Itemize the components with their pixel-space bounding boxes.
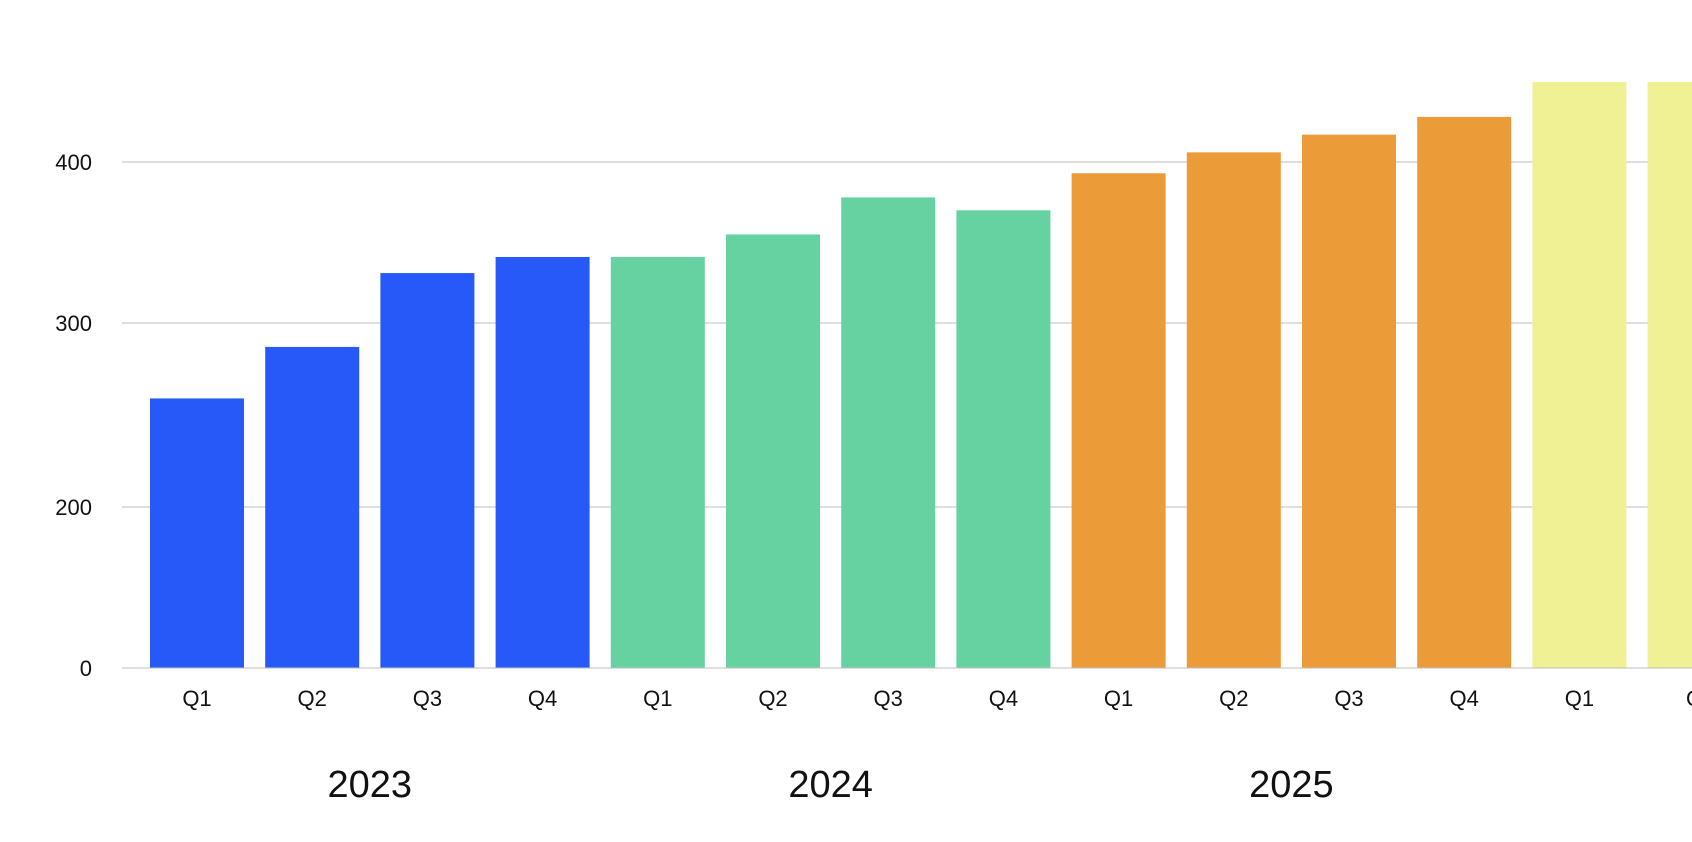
group-label: 2023 [328,764,413,806]
bar-12 [1532,82,1627,668]
category-label: Q3 [413,686,442,711]
bar-13 [1647,82,1692,668]
category-label: Q1 [643,686,672,711]
y-tick-label: 0 [80,656,92,681]
bar-11 [1417,116,1512,669]
category-label: Q4 [528,686,557,711]
category-label: Q1 [1565,686,1594,711]
y-tick-label: 200 [55,495,92,520]
category-label: Q1 [1104,686,1133,711]
category-label: Q3 [1334,686,1363,711]
y-tick-label: 400 [55,150,92,175]
group-label: 2025 [1249,764,1334,806]
bar-4 [610,256,705,668]
bars [150,82,1692,669]
category-label: Q2 [758,686,787,711]
bar-2 [380,273,475,668]
x-axis-group-labels: 2023 2024 2025 [328,764,1334,806]
category-label: Q1 [182,686,211,711]
bar-9 [1186,152,1281,669]
x-axis-category-labels: Q1 Q2 Q3 Q4 Q1 Q2 Q3 Q4 Q1 Q2 Q3 Q4 Q1 Q [182,686,1692,711]
category-label: Q3 [874,686,903,711]
y-axis-ticks: 0 200 300 400 [55,150,92,681]
bar-6 [841,197,936,669]
bar-3 [495,256,590,668]
category-label: Q4 [1450,686,1479,711]
bar-8 [1071,173,1166,668]
group-label: 2024 [788,764,873,806]
bar-5 [726,234,820,668]
category-label: Q2 [1219,686,1248,711]
bar-7 [956,210,1051,669]
category-label: Q2 [298,686,327,711]
category-label: Q4 [989,686,1018,711]
bar-1 [265,346,360,668]
bar-0 [150,398,244,668]
category-label: Q [1686,686,1692,711]
y-tick-label: 300 [55,311,92,336]
bar-10 [1302,134,1396,668]
